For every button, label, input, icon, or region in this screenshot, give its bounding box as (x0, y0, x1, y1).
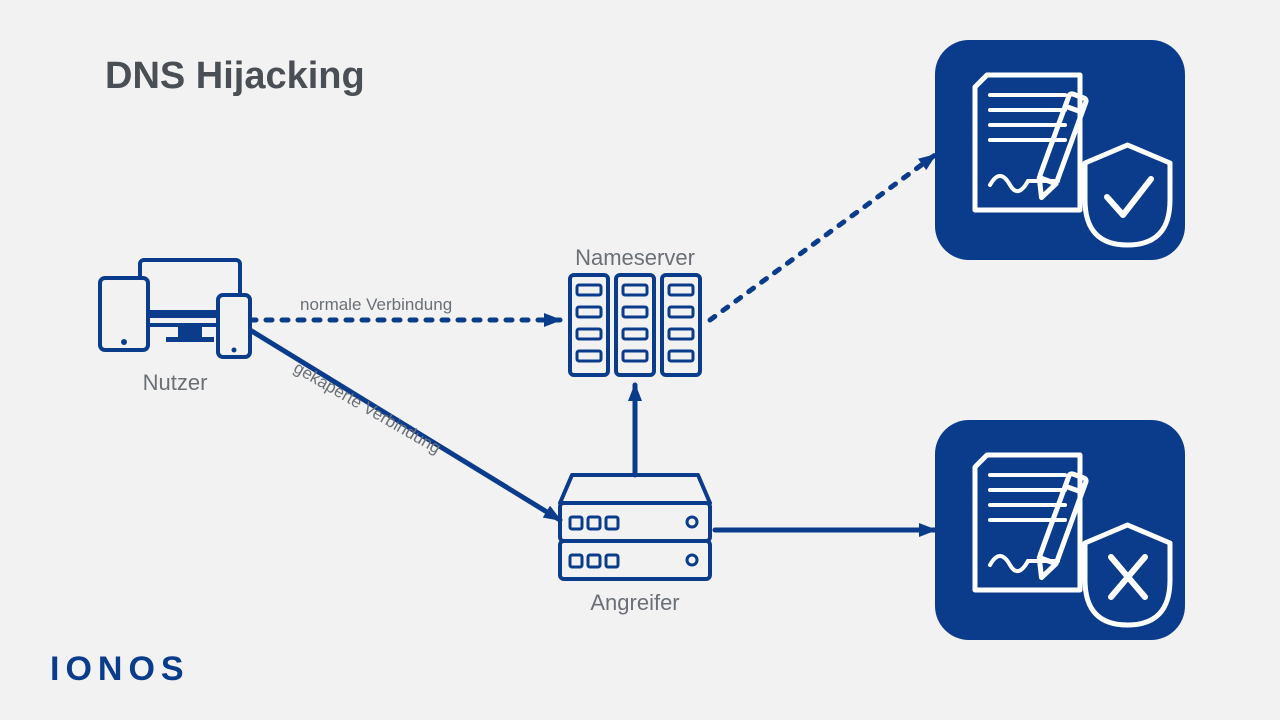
attacker-label: Angreifer (560, 590, 710, 616)
user-icon (100, 260, 250, 357)
edge-ns-to-valid (710, 155, 935, 320)
nameserver-label: Nameserver (560, 245, 710, 271)
nameserver-icon (570, 275, 700, 375)
bad-site-card (935, 420, 1185, 640)
diagram-stage: DNS Hijacking IONOS normale Verbindungge… (0, 0, 1280, 720)
edge-label-user-to-ns: normale Verbindung (300, 295, 452, 315)
attacker-icon (560, 475, 710, 579)
user-label: Nutzer (100, 370, 250, 396)
valid-site-card (935, 40, 1185, 260)
